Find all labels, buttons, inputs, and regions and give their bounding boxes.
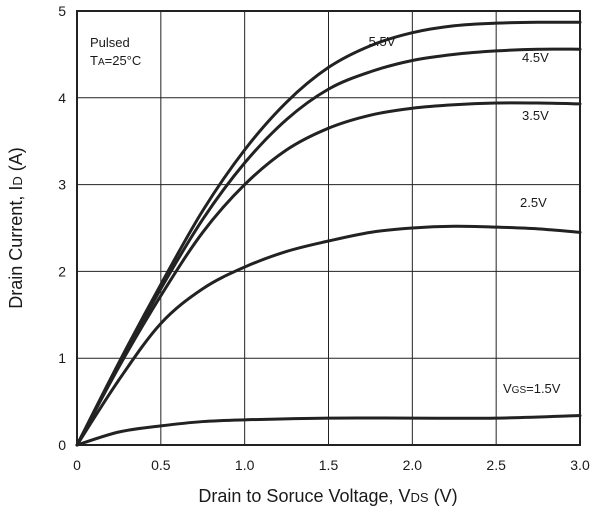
plot-frame (76, 10, 581, 446)
y-axis-title: Drain Current, ID (A) (6, 147, 26, 308)
x-tick-label-5: 2.5 (486, 457, 506, 473)
x-tick-label-6: 3.0 (570, 457, 590, 473)
x-tick-label-4: 2.0 (403, 457, 423, 473)
series-label-35V: 3.5V (522, 108, 549, 123)
y-tick-label-4: 4 (58, 90, 66, 106)
x-tick-label-2: 1.0 (235, 457, 255, 473)
annotation-temperature: TA=25°C (90, 53, 141, 68)
x-tick-label-3: 1.5 (319, 457, 339, 473)
x-tick-label-0: 0 (73, 457, 81, 473)
series-label-15V: VGS=1.5V (503, 381, 561, 396)
y-tick-label-3: 3 (58, 177, 66, 193)
series-line-25V (75, 224, 582, 447)
tick-labels: 0 0.5 1.0 1.5 2.0 2.5 3.0 0 1 2 3 4 5 (58, 3, 590, 473)
y-tick-label-0: 0 (58, 437, 66, 453)
curves (75, 20, 582, 447)
x-axis-title: Drain to Soruce Voltage, VDS (V) (198, 486, 457, 506)
y-tick-label-1: 1 (58, 350, 66, 366)
series-line-35V (75, 101, 582, 447)
x-tick-label-1: 0.5 (151, 457, 171, 473)
series-label-55V: 5.5V (369, 34, 396, 49)
series-label-25V: 2.5V (520, 195, 547, 210)
series-label-45V: 4.5V (522, 50, 549, 65)
series-line-45V (75, 47, 582, 447)
y-tick-label-2: 2 (58, 263, 66, 279)
series-line-15V (75, 413, 582, 447)
series-labels: 5.5V 4.5V 3.5V 2.5V VGS=1.5V (369, 34, 561, 396)
annotation-pulsed: Pulsed (90, 35, 130, 50)
y-tick-label-5: 5 (58, 3, 66, 19)
series-line-55V (75, 20, 582, 447)
